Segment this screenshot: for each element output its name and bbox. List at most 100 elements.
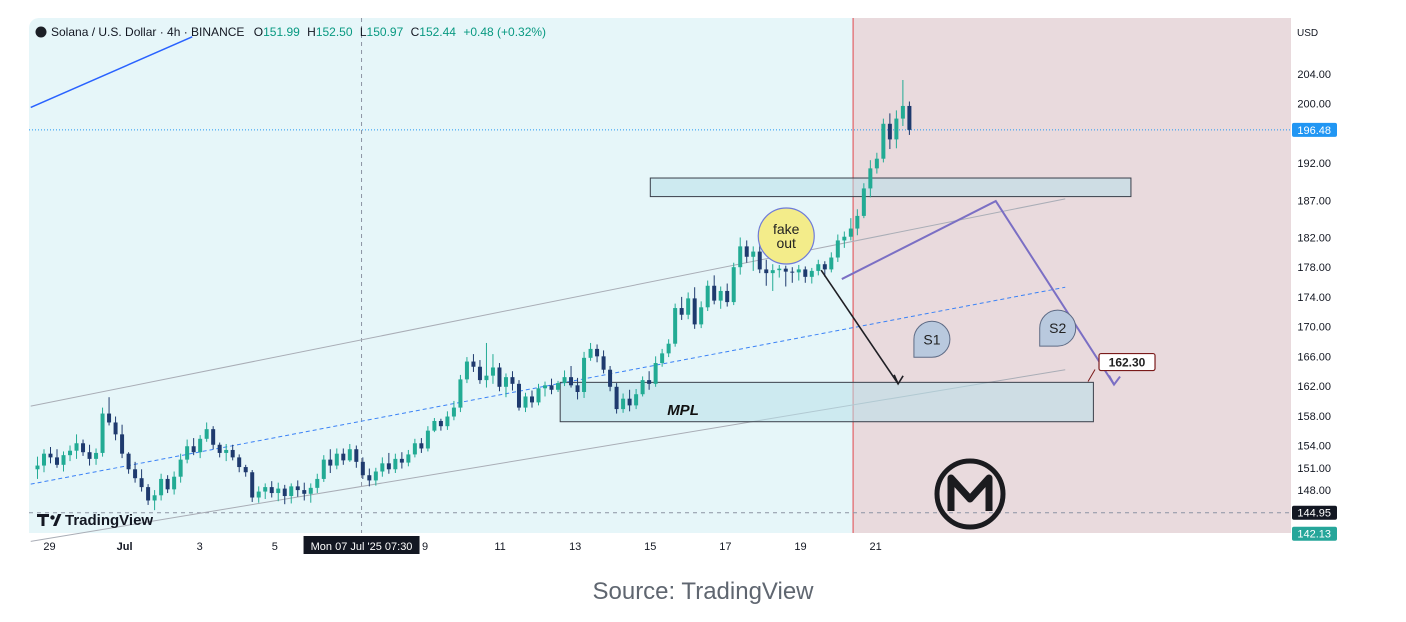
candle-body xyxy=(211,429,215,445)
time-tick-label: Jul xyxy=(117,541,133,553)
candle-body xyxy=(107,414,111,423)
time-tick-label: 21 xyxy=(869,541,881,553)
candle-body xyxy=(712,286,716,301)
price-tick-label: 162.00 xyxy=(1297,381,1331,393)
time-tick-label: 15 xyxy=(644,541,656,553)
candle-body xyxy=(641,380,645,394)
candle-body xyxy=(172,477,176,490)
candle-body xyxy=(185,446,189,459)
candle-body xyxy=(68,451,72,455)
price-tick-label: 182.00 xyxy=(1297,232,1331,244)
candle-body xyxy=(777,269,781,270)
candle-body xyxy=(341,454,345,461)
candle-body xyxy=(140,478,144,487)
time-tick-label: 29 xyxy=(43,541,55,553)
candle-body xyxy=(621,399,625,409)
close-label: C xyxy=(411,25,420,39)
candle-body xyxy=(595,349,599,356)
candle-body xyxy=(719,291,723,301)
open-label: O xyxy=(254,25,263,39)
candle-body xyxy=(198,439,202,452)
candle-body xyxy=(94,453,98,459)
candle-body xyxy=(855,216,859,229)
candle-body xyxy=(406,454,410,462)
candle-body xyxy=(452,408,456,417)
change-value: +0.48 (+0.32%) xyxy=(463,25,546,39)
price-tick-label: 192.00 xyxy=(1297,158,1331,170)
time-tick-label: 13 xyxy=(569,541,581,553)
price-tick-label: 174.00 xyxy=(1297,292,1331,304)
open-value: 151.99 xyxy=(263,25,300,39)
candle-body xyxy=(322,460,326,479)
candle-body xyxy=(35,466,39,470)
mpl-label: MPL xyxy=(667,402,699,419)
candle-body xyxy=(458,379,462,407)
candle-body xyxy=(706,286,710,308)
low-value: 150.97 xyxy=(367,25,404,39)
candle-body xyxy=(296,486,300,490)
candle-body xyxy=(159,479,163,495)
candle-body xyxy=(465,362,469,380)
time-tick-label: 9 xyxy=(422,541,428,553)
candle-body xyxy=(615,387,619,409)
candle-body xyxy=(432,421,436,431)
current-price-tag-label: 196.48 xyxy=(1297,125,1331,137)
candle-body xyxy=(875,159,879,169)
candle-body xyxy=(497,367,501,386)
time-axis-background xyxy=(29,533,1291,556)
candle-body xyxy=(556,383,560,390)
candle-body xyxy=(803,269,807,276)
price-tick-label: 158.00 xyxy=(1297,411,1331,423)
target-price-label: 162.30 xyxy=(1109,356,1146,370)
candle-body xyxy=(250,472,254,497)
candle-body xyxy=(484,376,488,380)
candle-body xyxy=(231,450,235,457)
candle-body xyxy=(537,388,541,402)
candle-body xyxy=(725,291,729,302)
symbol-title: Solana / U.S. Dollar · 4h · BINANCE xyxy=(51,25,244,39)
crosshair-time-label: Mon 07 Jul '25 07:30 xyxy=(311,541,413,553)
source-caption: Source: TradingView xyxy=(0,578,1406,606)
s2-label: S2 xyxy=(1049,320,1066,336)
candle-body xyxy=(790,272,794,273)
candle-body xyxy=(699,307,703,324)
candle-body xyxy=(309,488,313,494)
candle-body xyxy=(881,124,885,159)
candle-body xyxy=(868,168,872,188)
candle-body xyxy=(48,454,52,458)
candle-body xyxy=(543,385,547,388)
candle-body xyxy=(224,450,228,453)
candle-body xyxy=(153,495,157,500)
candle-body xyxy=(393,459,397,469)
candle-body xyxy=(133,469,137,478)
candle-body xyxy=(836,240,840,257)
candle-body xyxy=(829,258,833,270)
candle-body xyxy=(380,463,384,471)
candle-body xyxy=(654,363,658,384)
candle-body xyxy=(582,358,586,392)
candle-body xyxy=(179,460,183,477)
candle-body xyxy=(751,252,755,257)
candle-body xyxy=(517,384,521,408)
candle-body xyxy=(634,394,638,405)
candle-body xyxy=(426,431,430,449)
price-axis-currency: USD xyxy=(1297,28,1318,39)
time-tick-label: 3 xyxy=(197,541,203,553)
supply-zone-box xyxy=(650,178,1131,197)
price-tick-label: 170.00 xyxy=(1297,322,1331,334)
tradingview-logo-text: TradingView xyxy=(65,512,153,529)
candle-body xyxy=(523,396,527,407)
candle-body xyxy=(361,462,365,475)
svg-text:Solana / U.S. Dollar · 4h · BI: Solana / U.S. Dollar · 4h · BINANCE O151… xyxy=(51,25,546,39)
candle-body xyxy=(491,367,495,375)
price-tick-label: 178.00 xyxy=(1297,262,1331,274)
time-tick-label: 5 xyxy=(272,541,278,553)
candle-body xyxy=(101,414,105,453)
candle-body xyxy=(550,385,554,389)
candle-body xyxy=(218,445,222,453)
candle-body xyxy=(901,106,905,119)
candle-body xyxy=(114,422,118,434)
candle-body xyxy=(439,421,443,426)
candle-body xyxy=(283,489,287,496)
